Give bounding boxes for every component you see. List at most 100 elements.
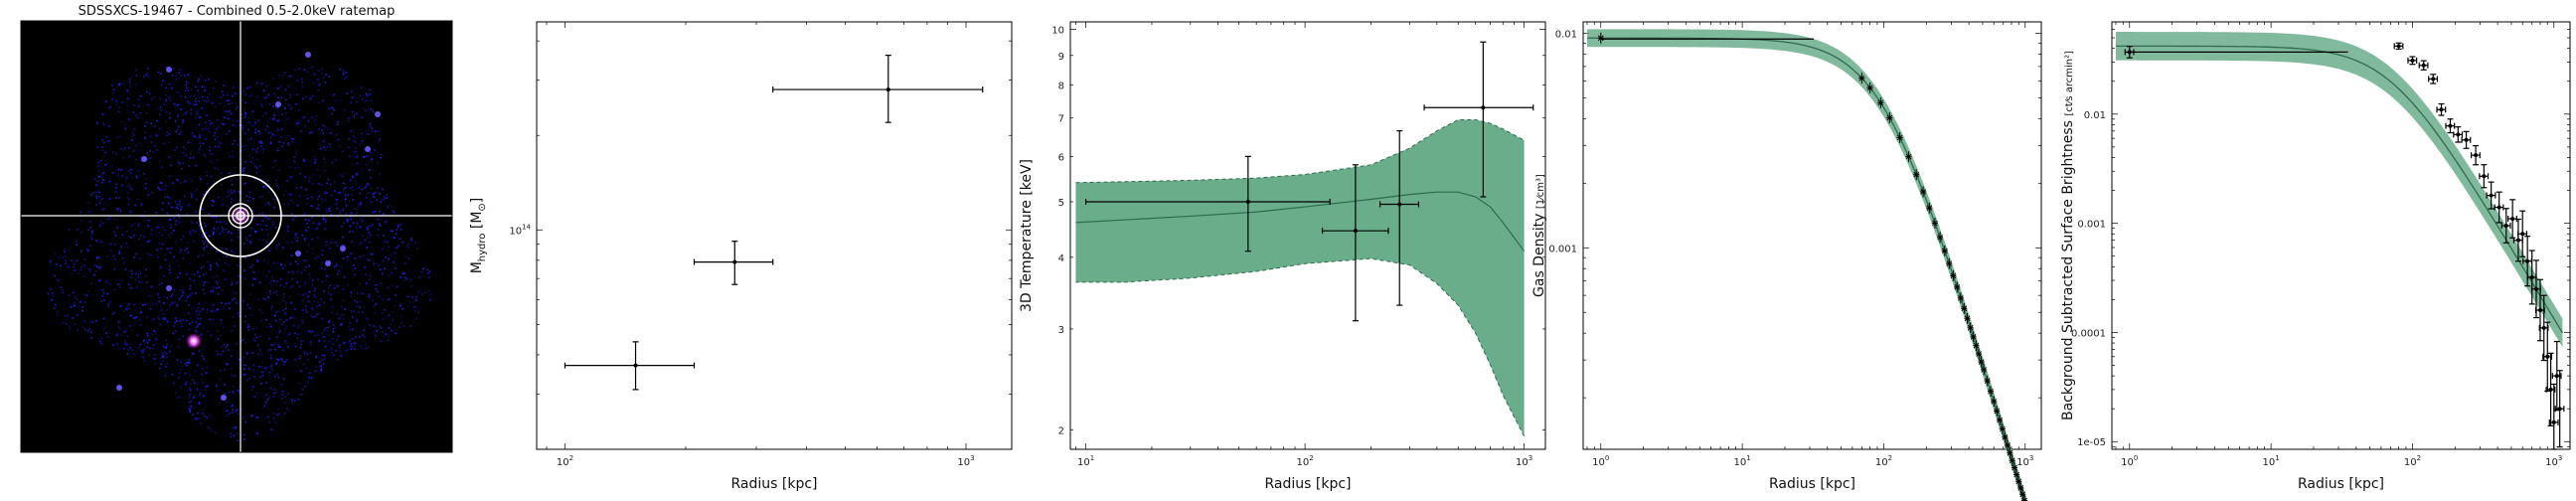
noise-pixel	[366, 197, 368, 199]
noise-pixel	[58, 256, 60, 258]
noise-pixel	[269, 325, 272, 328]
noise-pixel	[222, 199, 224, 201]
noise-pixel	[188, 359, 190, 361]
noise-pixel	[377, 161, 379, 164]
noise-pixel	[282, 361, 284, 363]
noise-pixel	[290, 213, 293, 216]
noise-pixel	[247, 138, 250, 141]
noise-pixel	[236, 179, 239, 182]
noise-pixel	[256, 298, 259, 301]
noise-pixel	[373, 262, 375, 265]
x-tick-label: 102	[557, 454, 573, 468]
noise-pixel	[141, 356, 144, 359]
noise-pixel	[281, 391, 284, 393]
noise-pixel	[321, 72, 323, 75]
noise-pixel	[329, 293, 332, 296]
noise-pixel	[133, 223, 136, 225]
noise-pixel	[239, 392, 242, 395]
noise-pixel	[116, 219, 118, 222]
noise-pixel	[175, 130, 177, 133]
tick-base: 10	[1592, 457, 1605, 468]
noise-pixel	[336, 202, 338, 204]
noise-pixel	[200, 266, 203, 269]
noise-pixel	[321, 124, 324, 127]
noise-pixel	[369, 125, 372, 128]
noise-pixel	[333, 109, 335, 111]
noise-pixel	[402, 325, 405, 327]
noise-pixel	[64, 315, 66, 317]
noise-pixel	[275, 311, 277, 313]
noise-pixel	[203, 248, 206, 250]
noise-pixel	[298, 68, 301, 70]
noise-pixel	[195, 418, 197, 419]
noise-pixel	[311, 94, 314, 97]
noise-pixel	[265, 229, 268, 231]
noise-pixel	[330, 298, 332, 300]
noise-pixel	[132, 111, 135, 113]
noise-pixel	[341, 175, 344, 178]
noise-pixel	[202, 205, 204, 208]
noise-pixel	[214, 145, 217, 148]
noise-pixel	[339, 213, 341, 215]
noise-pixel	[375, 283, 377, 286]
noise-pixel	[416, 248, 418, 250]
noise-pixel	[176, 305, 178, 307]
noise-pixel	[139, 111, 142, 114]
noise-pixel	[254, 121, 256, 124]
noise-pixel	[298, 382, 300, 385]
noise-pixel	[143, 348, 145, 351]
noise-pixel	[290, 399, 293, 402]
noise-pixel	[157, 255, 159, 258]
noise-pixel	[242, 299, 244, 302]
noise-pixel	[260, 140, 262, 143]
noise-pixel	[160, 265, 163, 268]
noise-pixel	[158, 283, 161, 286]
noise-pixel	[214, 105, 217, 107]
noise-pixel	[332, 330, 334, 332]
noise-pixel	[237, 143, 240, 146]
noise-pixel	[248, 241, 251, 243]
noise-pixel	[335, 204, 338, 206]
minor-ticks	[2112, 21, 2570, 449]
noise-pixel	[168, 234, 170, 237]
noise-pixel	[359, 282, 361, 285]
data-marker	[1866, 84, 1873, 91]
data-marker	[2012, 464, 2017, 471]
noise-pixel	[220, 221, 223, 224]
bright-source	[186, 333, 202, 349]
noise-pixel	[102, 317, 104, 320]
noise-pixel	[304, 269, 306, 271]
noise-pixel	[285, 301, 287, 304]
data-point	[2004, 439, 2012, 451]
noise-pixel	[253, 230, 256, 233]
noise-pixel	[154, 354, 156, 356]
tick-base: 10	[2545, 457, 2558, 468]
noise-pixel	[159, 181, 162, 184]
noise-pixel	[169, 112, 171, 114]
noise-pixel	[354, 299, 356, 302]
noise-pixel	[275, 290, 277, 293]
noise-pixel	[364, 99, 367, 102]
noise-pixel	[327, 127, 329, 129]
minor-ticks	[1583, 22, 2041, 449]
noise-pixel	[204, 89, 206, 91]
noise-pixel	[156, 234, 159, 237]
noise-pixel	[253, 340, 256, 342]
noise-pixel	[173, 382, 175, 385]
noise-pixel	[112, 311, 115, 314]
noise-pixel	[336, 242, 338, 244]
data-point	[1866, 82, 1873, 93]
noise-pixel	[102, 155, 104, 158]
noise-pixel	[329, 248, 331, 250]
noise-pixel	[124, 123, 126, 126]
noise-pixel	[351, 96, 354, 99]
noise-pixel	[370, 176, 372, 179]
noise-pixel	[128, 118, 130, 120]
noise-pixel	[357, 224, 359, 227]
noise-pixel	[309, 98, 311, 100]
data-marker	[1981, 367, 1988, 373]
noise-pixel	[151, 229, 153, 231]
noise-pixel	[414, 296, 417, 298]
noise-pixel	[349, 295, 352, 297]
noise-pixel	[283, 296, 285, 298]
